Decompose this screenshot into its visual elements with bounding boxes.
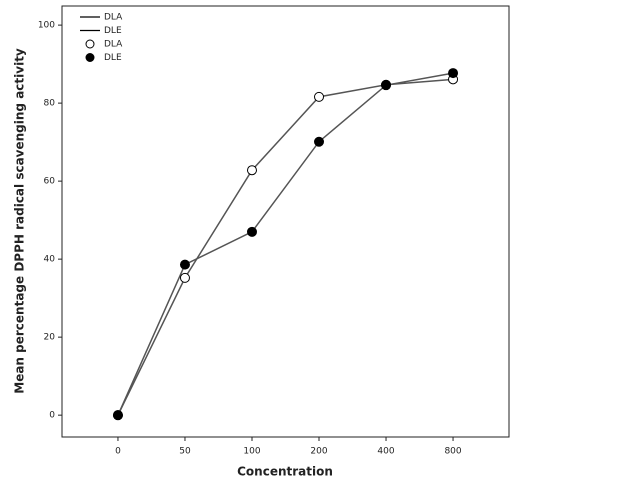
series-line xyxy=(117,72,454,416)
y-axis-title: Mean percentage DPPH radical scavenging … xyxy=(13,48,27,394)
plot-frame xyxy=(61,5,510,438)
y-tick-label: 40 xyxy=(44,255,56,265)
data-point xyxy=(314,91,325,102)
legend-label: DLE xyxy=(104,26,122,36)
legend-marker xyxy=(85,39,95,49)
legend-label: DLE xyxy=(104,53,122,63)
y-tick-label: 60 xyxy=(44,177,56,187)
data-point xyxy=(112,410,123,421)
x-tick-label: 100 xyxy=(243,447,260,457)
data-point xyxy=(448,68,459,79)
y-tick-label: 100 xyxy=(38,21,55,31)
x-axis-title: Concentration xyxy=(237,465,333,479)
y-tick-label: 0 xyxy=(49,411,55,421)
data-point xyxy=(179,259,190,270)
x-tick-label: 200 xyxy=(310,447,327,457)
legend-marker xyxy=(85,53,95,62)
legend-label: DLA xyxy=(104,40,123,50)
y-tick-label: 20 xyxy=(44,333,56,343)
series-line xyxy=(117,78,454,416)
y-tick-label: 80 xyxy=(44,99,56,109)
data-point xyxy=(246,226,257,237)
data-point xyxy=(246,165,257,176)
x-tick-label: 400 xyxy=(377,447,394,457)
data-point xyxy=(179,272,190,283)
x-tick-label: 50 xyxy=(179,447,191,457)
legend-label: DLA xyxy=(104,13,123,23)
x-tick-label: 800 xyxy=(444,447,461,457)
x-tick-label: 0 xyxy=(115,447,121,457)
data-point xyxy=(314,136,325,147)
data-point xyxy=(381,80,392,91)
